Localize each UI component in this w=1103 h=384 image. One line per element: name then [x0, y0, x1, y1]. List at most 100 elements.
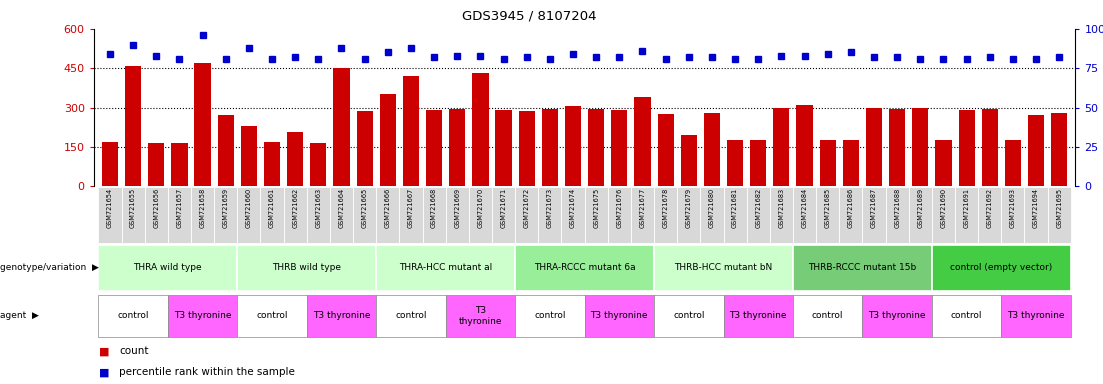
Text: GSM721664: GSM721664: [339, 188, 344, 228]
Text: THRB wild type: THRB wild type: [272, 263, 341, 272]
Bar: [469, 187, 492, 243]
Bar: [376, 245, 515, 291]
Text: THRA-HCC mutant al: THRA-HCC mutant al: [399, 263, 492, 272]
Bar: [585, 187, 608, 243]
Text: control: control: [951, 311, 983, 320]
Text: GSM721693: GSM721693: [1010, 188, 1016, 228]
Text: ■: ■: [99, 367, 110, 377]
Text: THRB-RCCC mutant 15b: THRB-RCCC mutant 15b: [808, 263, 917, 272]
Bar: [631, 187, 654, 243]
Text: T3 thyronine: T3 thyronine: [729, 311, 786, 320]
Bar: [773, 108, 790, 186]
Bar: [1025, 187, 1048, 243]
Bar: [932, 295, 1002, 337]
Text: GSM721691: GSM721691: [964, 188, 970, 228]
Text: GSM721682: GSM721682: [756, 188, 761, 228]
Bar: [98, 245, 237, 291]
Bar: [932, 245, 1071, 291]
Bar: [585, 295, 654, 337]
Text: GSM721676: GSM721676: [617, 188, 622, 228]
Text: GSM721660: GSM721660: [246, 188, 251, 228]
Text: GSM721678: GSM721678: [663, 188, 668, 228]
Bar: [770, 187, 793, 243]
Text: GSM721669: GSM721669: [454, 188, 460, 228]
Bar: [310, 143, 326, 186]
Bar: [98, 295, 168, 337]
Bar: [538, 187, 561, 243]
Text: agent  ▶: agent ▶: [0, 311, 39, 320]
Bar: [422, 187, 446, 243]
Bar: [700, 187, 724, 243]
Bar: [307, 295, 376, 337]
Bar: [542, 109, 558, 186]
Bar: [237, 295, 307, 337]
Bar: [333, 68, 350, 186]
Text: GSM721667: GSM721667: [408, 188, 414, 228]
Bar: [101, 142, 118, 186]
Bar: [588, 109, 604, 186]
Bar: [144, 187, 168, 243]
Text: GSM721666: GSM721666: [385, 188, 390, 228]
Text: GSM721681: GSM721681: [732, 188, 738, 228]
Text: count: count: [119, 346, 149, 356]
Text: GSM721654: GSM721654: [107, 188, 113, 228]
Bar: [376, 295, 446, 337]
Bar: [495, 110, 512, 186]
Bar: [492, 187, 515, 243]
Text: GSM721663: GSM721663: [315, 188, 321, 228]
Text: GSM721661: GSM721661: [269, 188, 275, 228]
Text: GSM721687: GSM721687: [871, 188, 877, 228]
Bar: [886, 187, 909, 243]
Bar: [446, 187, 469, 243]
Bar: [747, 187, 770, 243]
Bar: [724, 187, 747, 243]
Text: GSM721690: GSM721690: [941, 188, 946, 228]
Bar: [125, 66, 141, 186]
Bar: [611, 110, 628, 186]
Bar: [816, 187, 839, 243]
Bar: [171, 143, 188, 186]
Bar: [1002, 187, 1025, 243]
Text: GSM721668: GSM721668: [431, 188, 437, 228]
Bar: [889, 109, 906, 186]
Text: GSM721670: GSM721670: [478, 188, 483, 228]
Text: percentile rank within the sample: percentile rank within the sample: [119, 367, 295, 377]
Text: GSM721657: GSM721657: [176, 188, 182, 228]
Bar: [866, 108, 882, 186]
Text: GDS3945 / 8107204: GDS3945 / 8107204: [462, 10, 597, 23]
Text: GSM721656: GSM721656: [153, 188, 159, 228]
Bar: [793, 187, 816, 243]
Text: GSM721674: GSM721674: [570, 188, 576, 228]
Bar: [472, 73, 489, 186]
Text: GSM721688: GSM721688: [895, 188, 900, 228]
Text: genotype/variation  ▶: genotype/variation ▶: [0, 263, 99, 272]
Bar: [724, 295, 793, 337]
Bar: [376, 187, 399, 243]
Bar: [863, 187, 886, 243]
Bar: [820, 140, 836, 186]
Text: GSM721673: GSM721673: [547, 188, 553, 228]
Bar: [839, 187, 863, 243]
Text: THRA-RCCC mutant 6a: THRA-RCCC mutant 6a: [534, 263, 635, 272]
Text: control: control: [256, 311, 288, 320]
Bar: [1028, 115, 1045, 186]
Bar: [982, 109, 998, 186]
Text: GSM721686: GSM721686: [848, 188, 854, 228]
Bar: [237, 187, 260, 243]
Text: control: control: [395, 311, 427, 320]
Bar: [796, 105, 813, 186]
Bar: [654, 245, 793, 291]
Bar: [793, 245, 932, 291]
Bar: [237, 245, 376, 291]
Bar: [330, 187, 353, 243]
Text: GSM721662: GSM721662: [292, 188, 298, 228]
Bar: [1005, 140, 1021, 186]
Bar: [1051, 113, 1068, 186]
Text: ■: ■: [99, 346, 110, 356]
Text: control: control: [117, 311, 149, 320]
Bar: [634, 97, 651, 186]
Text: T3 thyronine: T3 thyronine: [174, 311, 232, 320]
Bar: [399, 187, 422, 243]
Bar: [379, 94, 396, 186]
Text: T3
thyronine: T3 thyronine: [459, 306, 502, 326]
